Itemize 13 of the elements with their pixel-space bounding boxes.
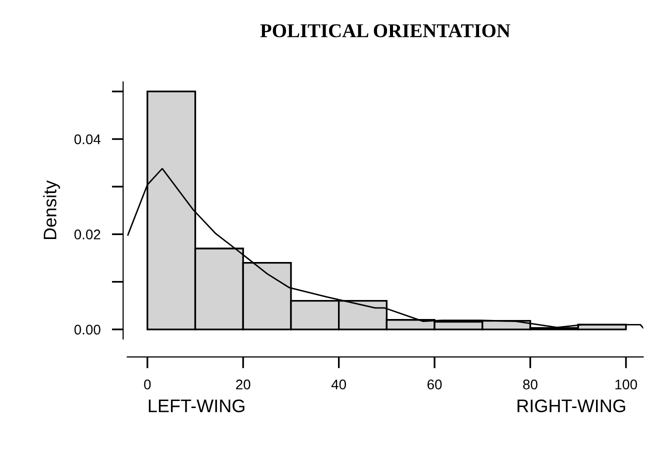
y-axis-title: Density — [43, 180, 60, 240]
x-tick-label: 20 — [236, 380, 250, 390]
x-tick-label: 60 — [428, 380, 442, 390]
x-tick-label: 0 — [144, 380, 151, 390]
x-tick-label: 80 — [523, 380, 538, 390]
text: RIGHT-WING — [518, 400, 626, 412]
y-tick-label: 0.00 — [74, 324, 100, 335]
x-tick-label: 100 — [615, 380, 638, 390]
chart-title: POLITICAL ORIENTATION — [260, 24, 510, 38]
y-tick-label: 0.02 — [74, 230, 100, 240]
y-tick-label: 0.04 — [74, 134, 101, 144]
x-tick-label: 40 — [331, 380, 346, 390]
text: LEFT-WING — [148, 400, 244, 412]
